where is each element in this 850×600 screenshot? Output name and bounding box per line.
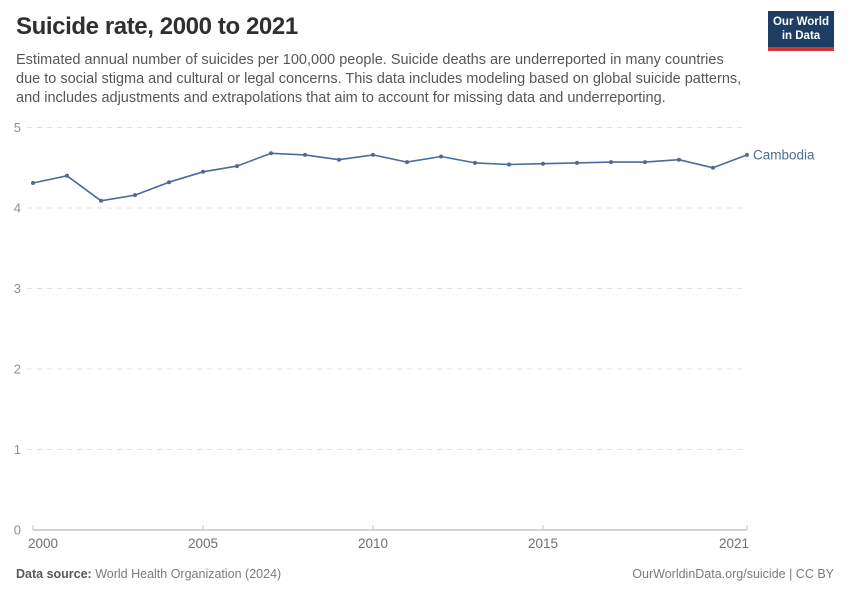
- owid-logo[interactable]: Our World in Data: [768, 11, 834, 51]
- data-point: [371, 152, 375, 157]
- y-tick-label: 3: [14, 281, 21, 296]
- x-tick-label: 2000: [28, 536, 58, 551]
- series-line: [32, 152, 748, 202]
- line-chart: 0 1 2 3 4 5 2000 2005 2010 2015 2021 Cambodia: [14, 120, 815, 551]
- data-point: [303, 152, 307, 157]
- data-point: [745, 152, 749, 157]
- data-source: Data source: World Health Organization (…: [16, 567, 281, 581]
- data-point: [31, 181, 35, 186]
- data-point: [235, 164, 239, 169]
- x-tick-label: 2021: [719, 536, 749, 551]
- data-point: [269, 151, 273, 156]
- x-tick-label: 2005: [188, 536, 218, 551]
- data-point: [439, 154, 443, 159]
- data-point: [609, 160, 613, 165]
- data-point: [133, 193, 137, 198]
- data-point: [541, 161, 545, 166]
- y-tick-label: 1: [14, 442, 21, 457]
- data-point: [201, 169, 205, 174]
- owid-logo-red-bar: [768, 47, 834, 51]
- data-point: [643, 160, 647, 165]
- y-tick-label: 5: [14, 120, 21, 135]
- data-point: [99, 198, 103, 203]
- chart-footer: Data source: World Health Organization (…: [16, 567, 834, 581]
- y-tick-label: 2: [14, 362, 21, 377]
- data-point: [473, 160, 477, 165]
- data-point: [65, 173, 69, 178]
- data-point: [337, 157, 341, 162]
- data-source-value: World Health Organization (2024): [91, 567, 282, 581]
- data-point: [167, 180, 171, 185]
- data-point: [677, 157, 681, 162]
- chart-title: Suicide rate, 2000 to 2021: [16, 13, 298, 40]
- data-point: [405, 160, 409, 165]
- x-tick-label: 2010: [358, 536, 388, 551]
- chart-subtitle: Estimated annual number of suicides per …: [16, 52, 742, 106]
- attribution-link[interactable]: OurWorldinData.org/suicide | CC BY: [632, 567, 834, 581]
- data-point: [575, 160, 579, 165]
- y-tick-label: 0: [14, 523, 21, 538]
- data-point: [711, 165, 715, 170]
- x-tick-label: 2015: [528, 536, 558, 551]
- data-source-label: Data source:: [16, 567, 92, 581]
- series-label: Cambodia: [753, 147, 815, 162]
- y-tick-label: 4: [14, 201, 21, 216]
- owid-logo-text: Our World in Data: [768, 11, 834, 47]
- data-point: [507, 162, 511, 167]
